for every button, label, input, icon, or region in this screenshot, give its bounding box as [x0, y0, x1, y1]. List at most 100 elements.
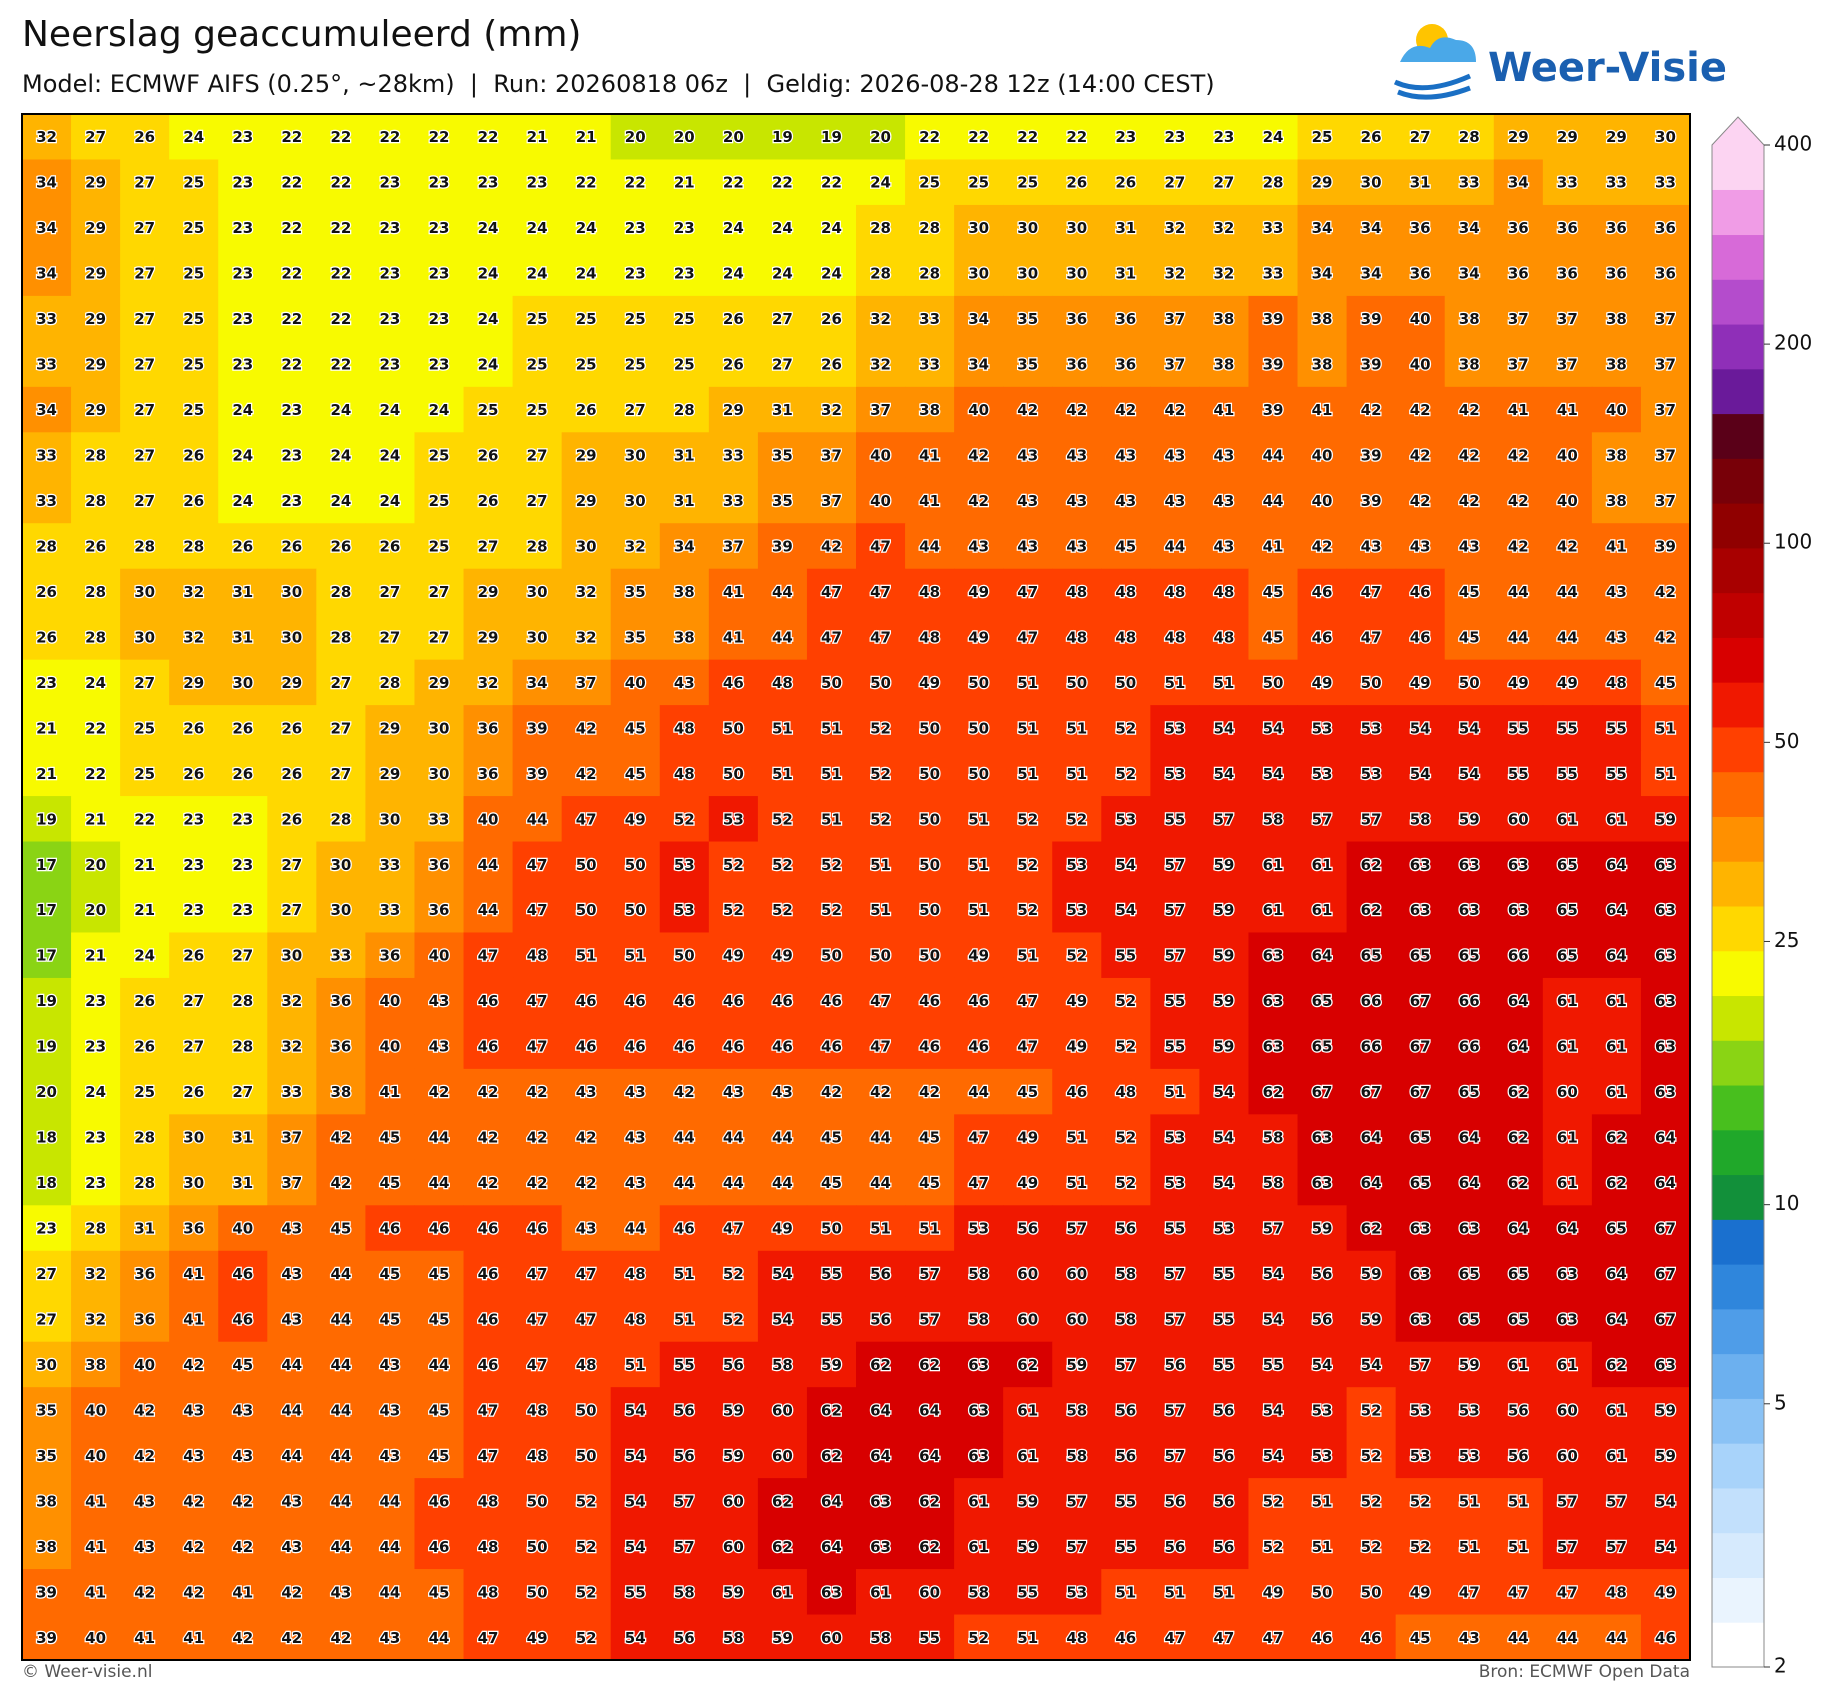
grid-value: 59 [1361, 1310, 1382, 1328]
grid-value: 27 [134, 492, 155, 510]
grid-value: 51 [870, 1220, 891, 1238]
grid-value: 63 [1459, 901, 1480, 919]
grid-value: 59 [772, 1629, 793, 1647]
grid-value: 25 [429, 492, 450, 510]
grid-value: 26 [183, 765, 204, 783]
precip-cell [365, 1023, 415, 1070]
precip-cell [463, 159, 514, 206]
precip-cell [218, 705, 268, 752]
grid-value: 23 [478, 174, 499, 192]
precip-cell [1591, 250, 1642, 297]
precip-cell [1493, 750, 1544, 797]
precip-cell [1444, 250, 1495, 297]
grid-value: 52 [968, 1629, 989, 1647]
grid-value: 23 [232, 356, 253, 374]
grid-value: 45 [380, 1265, 401, 1283]
grid-value: 32 [1164, 265, 1185, 283]
precip-cell [561, 1159, 612, 1206]
grid-value: 51 [968, 810, 989, 828]
grid-value: 52 [1115, 992, 1136, 1010]
precip-cell [365, 932, 415, 979]
grid-value: 48 [478, 1583, 499, 1601]
precip-cell [905, 523, 955, 570]
grid-value: 32 [281, 992, 302, 1010]
precip-cell [22, 614, 72, 661]
grid-value: 59 [1214, 901, 1235, 919]
precip-cell [954, 250, 1004, 297]
precip-cell [512, 1023, 563, 1070]
precip-cell [954, 159, 1004, 206]
precip-cell [659, 250, 710, 297]
grid-value: 37 [576, 674, 597, 692]
precip-cell [659, 614, 710, 661]
precip-cell [1150, 341, 1200, 388]
grid-value: 30 [134, 628, 155, 646]
precip-cell [708, 1432, 759, 1479]
precip-cell [561, 796, 612, 843]
grid-value: 53 [1164, 765, 1185, 783]
precip-cell [856, 114, 906, 160]
grid-value: 42 [1017, 401, 1038, 419]
precip-cell [561, 477, 612, 524]
precip-cell [806, 1250, 857, 1297]
grid-value: 52 [1115, 765, 1136, 783]
precip-cell [1052, 1114, 1102, 1161]
grid-value: 47 [576, 1310, 597, 1328]
precip-cell [708, 295, 759, 342]
grid-value: 36 [429, 856, 450, 874]
precip-cell [954, 432, 1004, 479]
precip-cell [1346, 841, 1397, 888]
precip-cell [1052, 1523, 1102, 1570]
precip-cell [1101, 1523, 1151, 1570]
colorbar-segment [1712, 1443, 1764, 1489]
precip-cell [316, 568, 366, 615]
precip-cell [1003, 1387, 1053, 1434]
grid-value: 26 [281, 765, 302, 783]
precip-cell [120, 250, 170, 297]
grid-value: 52 [821, 901, 842, 919]
precip-cell [1640, 1296, 1691, 1343]
grid-value: 63 [968, 1447, 989, 1465]
grid-value: 52 [1115, 1174, 1136, 1192]
precip-cell [708, 386, 759, 433]
grid-value: 40 [1312, 447, 1333, 465]
precip-cell [708, 750, 759, 797]
precip-cell [1542, 1569, 1593, 1616]
grid-value: 46 [478, 1265, 499, 1283]
precip-cell [954, 1114, 1004, 1161]
precip-cell [463, 1068, 514, 1115]
grid-value: 46 [723, 992, 744, 1010]
grid-value: 42 [527, 1129, 548, 1147]
grid-value: 39 [1361, 310, 1382, 328]
grid-value: 42 [1508, 537, 1529, 555]
grid-value: 46 [723, 1038, 744, 1056]
precip-cell [218, 841, 268, 888]
grid-value: 32 [1164, 219, 1185, 237]
precip-cell [954, 295, 1004, 342]
grid-value: 26 [1066, 174, 1087, 192]
grid-value: 40 [1606, 401, 1627, 419]
precip-cell [708, 432, 759, 479]
precip-cell [22, 659, 72, 706]
precip-cell [1297, 114, 1348, 160]
grid-value: 53 [674, 856, 695, 874]
precip-cell [169, 1250, 219, 1297]
precip-cell [954, 1296, 1004, 1343]
precip-cell [22, 114, 72, 160]
grid-value: 43 [1410, 537, 1431, 555]
precip-cell [120, 1114, 170, 1161]
precip-cell [1395, 932, 1446, 979]
precip-cell [1493, 614, 1544, 661]
precip-cell [1150, 1341, 1200, 1388]
grid-value: 35 [1017, 310, 1038, 328]
precip-cell [22, 1296, 72, 1343]
precip-cell [561, 204, 612, 251]
grid-value: 53 [1066, 901, 1087, 919]
precip-cell [1444, 159, 1495, 206]
precip-cell [1248, 841, 1299, 888]
grid-value: 36 [1655, 219, 1676, 237]
grid-value: 43 [576, 1083, 597, 1101]
precip-cell [267, 1569, 317, 1616]
grid-value: 31 [232, 1174, 253, 1192]
grid-value: 46 [674, 1038, 695, 1056]
